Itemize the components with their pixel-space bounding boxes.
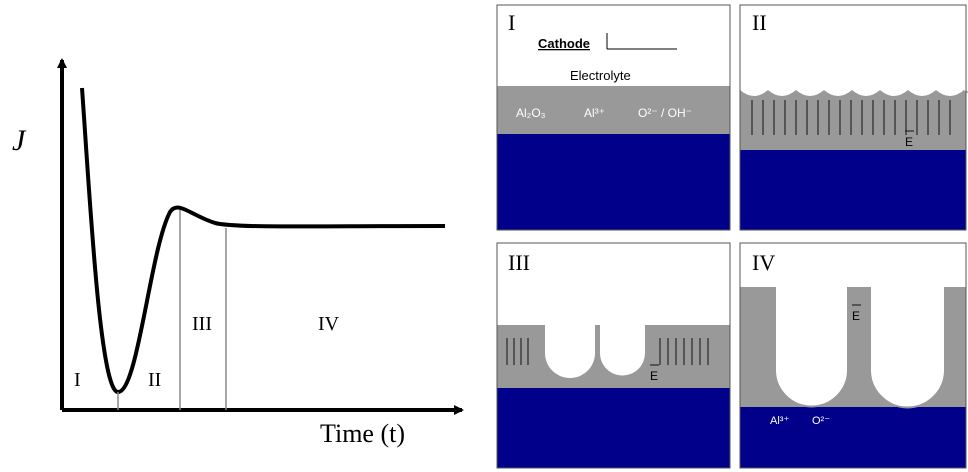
oxide-label: Al₂O₃ [516,106,546,120]
y-label: J [12,124,27,157]
field-label: E [650,369,658,383]
panel-bg [740,243,966,287]
aluminum [497,386,730,468]
pore [545,318,595,378]
panel-3: III E [496,242,731,469]
current-curve [80,87,446,395]
panel-4: IV E Al³⁺ O²⁻ [739,242,967,469]
oxide-layer [497,86,730,134]
stage-label: II [148,369,161,391]
cathode-label: Cathode [538,36,590,51]
x-label: Time (t) [320,419,405,448]
aluminum [740,150,966,230]
panel-border [496,4,731,231]
ion-label: Al³⁺ [770,415,789,427]
panel-border [496,242,731,469]
pore-wall [945,287,966,297]
pore [869,279,946,409]
stage-label: IV [318,313,340,335]
ion-label: Al³⁺ [584,106,605,120]
oxide-layer [740,90,968,150]
panel-label: IV [752,250,775,275]
stage-label: III [192,313,212,335]
panel-1: I Cathode Electrolyte Al₂O₃ Al³⁺ O²⁻ / O… [496,4,731,231]
pore [600,318,645,376]
ion-label: O²⁻ / OH⁻ [638,106,692,120]
pore-wall [848,287,870,297]
panel-label: III [508,250,530,275]
stage-label: I [74,369,81,391]
panel-border [739,4,967,231]
panel-label: I [508,10,515,35]
aluminum [497,134,730,230]
pore [774,279,849,408]
ion-label: O²⁻ [812,415,830,427]
pore-wall [750,287,775,297]
electrolyte-label: Electrolyte [570,68,631,83]
aluminum [740,398,966,468]
field-label: E [905,135,913,149]
panel-2: II E [739,4,968,231]
panel-border [739,242,967,469]
panel-label: II [752,10,767,35]
current-plot: J Time (t) I II III IV [12,58,464,448]
field-label: E [852,309,860,323]
